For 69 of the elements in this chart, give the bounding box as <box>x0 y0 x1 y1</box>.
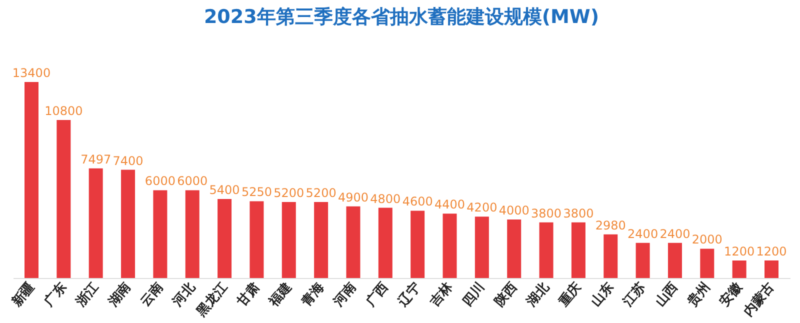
data-label: 2000 <box>692 232 722 247</box>
x-tick-label: 山西 <box>652 280 682 310</box>
bar <box>378 208 392 278</box>
bar <box>764 260 778 278</box>
data-label: 2400 <box>660 226 690 241</box>
bar <box>218 199 232 278</box>
x-tick-label: 四川 <box>460 280 488 310</box>
data-label: 4900 <box>338 190 369 204</box>
bar <box>571 222 586 278</box>
bar <box>121 170 136 278</box>
x-tick-label: 广西 <box>362 279 392 310</box>
x-tick-label: 陕西 <box>492 280 520 310</box>
data-label: 4600 <box>402 194 433 209</box>
bar <box>732 260 746 278</box>
x-tick-label: 湖北 <box>524 279 554 310</box>
bar <box>88 168 103 278</box>
bar <box>700 248 714 278</box>
bar <box>185 190 200 278</box>
bar <box>250 201 264 278</box>
x-tick-label: 新疆 <box>8 279 38 310</box>
bar <box>153 190 168 278</box>
x-tick-label: 福建 <box>265 279 296 310</box>
data-label: 5250 <box>241 185 272 200</box>
x-tick-label: 浙江 <box>73 280 102 310</box>
x-tick-label: 贵州 <box>684 279 714 310</box>
x-tick-label: 江苏 <box>620 280 649 310</box>
data-label: 1200 <box>724 244 755 258</box>
chart-title: 2023年第三季度各省抽水蓄能建设规模(MW) <box>204 6 600 28</box>
data-label: 5200 <box>306 186 336 200</box>
x-tick-label: 广东 <box>40 279 70 310</box>
data-label: 3800 <box>531 206 562 220</box>
bar <box>282 202 296 278</box>
data-label: 5400 <box>209 183 240 198</box>
data-label: 13400 <box>12 66 51 80</box>
x-tick-label: 重庆 <box>554 279 585 310</box>
data-label: 5200 <box>274 186 304 200</box>
data-label: 1200 <box>756 244 787 258</box>
data-label: 4800 <box>370 192 401 206</box>
data-label: 4000 <box>498 203 530 218</box>
x-tick-label: 甘肃 <box>234 280 263 310</box>
bar <box>314 202 328 278</box>
x-tick-label: 青海 <box>298 280 328 310</box>
bar <box>346 206 360 278</box>
bar <box>604 234 618 278</box>
x-tick-label: 湖南 <box>105 280 134 310</box>
data-label: 2400 <box>628 226 658 241</box>
x-tick-label: 辽宁 <box>394 279 424 310</box>
data-label: 7497 <box>80 152 112 166</box>
x-tick-label: 山东 <box>588 279 617 310</box>
bar <box>507 219 522 278</box>
bar <box>668 242 682 278</box>
data-label: 3800 <box>563 206 594 220</box>
bar <box>24 82 38 278</box>
data-label: 6000 <box>177 174 208 188</box>
data-label: 4400 <box>434 198 466 212</box>
data-label: 4200 <box>466 200 498 215</box>
bar <box>474 216 489 278</box>
bar <box>56 120 71 278</box>
x-tick-label: 吉林 <box>427 279 457 310</box>
x-tick-label: 云南 <box>138 280 166 310</box>
bar <box>410 210 425 278</box>
bar <box>442 214 457 278</box>
data-label: 7400 <box>112 154 144 168</box>
x-tick-label: 河南 <box>330 280 360 310</box>
data-label: 6000 <box>144 174 176 188</box>
bar <box>539 222 554 278</box>
bar <box>636 242 650 278</box>
data-label: 2980 <box>595 218 626 232</box>
data-label: 10800 <box>44 104 83 118</box>
